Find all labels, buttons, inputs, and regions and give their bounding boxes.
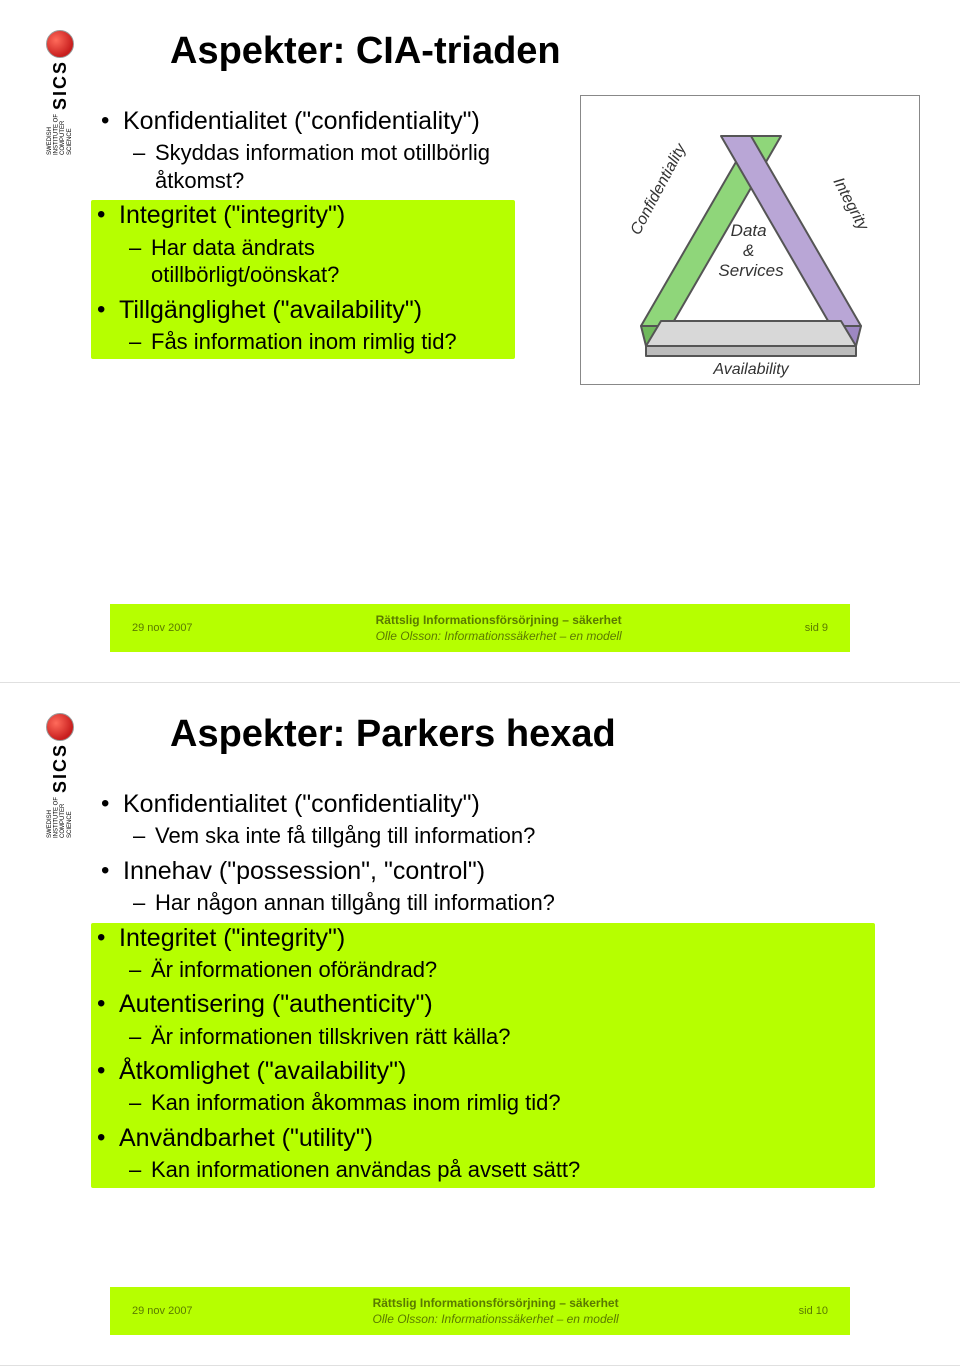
bullet-level-2: Har data ändrats otillbörligt/oönskat? bbox=[91, 234, 509, 289]
cia-triad-diagram: Confidentiality Integrity Availability D… bbox=[580, 95, 920, 385]
slide-title: Aspekter: Parkers hexad bbox=[170, 713, 616, 756]
sics-logo: SICS SWEDISH INSTITUTE OF COMPUTER SCIEN… bbox=[40, 30, 80, 160]
diagram-label-availability: Availability bbox=[712, 361, 789, 378]
footer-page: sid 10 bbox=[799, 1305, 828, 1317]
bullet-level-1: Integritet ("integrity") bbox=[91, 923, 869, 954]
bullet-level-2: Kan informationen användas på avsett sät… bbox=[91, 1156, 869, 1184]
bullet-level-1: Innehav ("possession", "control") bbox=[95, 856, 875, 887]
bullet-level-2: Är informationen oförändrad? bbox=[91, 956, 869, 984]
slide-title: Aspekter: CIA-triaden bbox=[170, 30, 561, 73]
footer-date: 29 nov 2007 bbox=[132, 622, 193, 634]
sics-logo-subtitle: SWEDISH INSTITUTE OF COMPUTER SCIENCE bbox=[47, 114, 73, 155]
slide-cia-triad: SICS SWEDISH INSTITUTE OF COMPUTER SCIEN… bbox=[0, 0, 960, 683]
footer-bar: 29 nov 2007 Rättslig Informationsförsörj… bbox=[110, 1287, 850, 1335]
bullet-level-2: Är informationen tillskriven rätt källa? bbox=[91, 1023, 869, 1051]
bullet-list: Konfidentialitet ("confidentiality")Vem … bbox=[95, 783, 875, 1188]
bullet-level-2: Vem ska inte få tillgång till informatio… bbox=[95, 822, 875, 850]
bullet-level-1: Konfidentialitet ("confidentiality") bbox=[95, 789, 875, 820]
bullet-list: Konfidentialitet ("confidentiality")Skyd… bbox=[95, 100, 515, 359]
highlight-block: Integritet ("integrity")Har data ändrats… bbox=[91, 200, 515, 359]
bullet-level-1: Tillgänglighet ("availability") bbox=[91, 295, 509, 326]
bullet-level-2: Har någon annan tillgång till informatio… bbox=[95, 889, 875, 917]
diagram-label-integrity: Integrity bbox=[829, 175, 871, 234]
bullet-level-2: Fås information inom rimlig tid? bbox=[91, 328, 509, 356]
slide-parkers-hexad: SICS SWEDISH INSTITUTE OF COMPUTER SCIEN… bbox=[0, 683, 960, 1366]
footer-center: Rättslig Informationsförsörjning – säker… bbox=[373, 1295, 619, 1327]
bullet-level-1: Användbarhet ("utility") bbox=[91, 1123, 869, 1154]
footer-bar: 29 nov 2007 Rättslig Informationsförsörj… bbox=[110, 604, 850, 652]
footer-line2: Olle Olsson: Informationssäkerhet – en m… bbox=[376, 628, 622, 644]
bullet-level-1: Integritet ("integrity") bbox=[91, 200, 509, 231]
sics-logo-subtitle: SWEDISH INSTITUTE OF COMPUTER SCIENCE bbox=[47, 797, 73, 838]
sics-logo-circle bbox=[46, 713, 74, 741]
footer-date: 29 nov 2007 bbox=[132, 1305, 193, 1317]
bullet-level-2: Kan information åkommas inom rimlig tid? bbox=[91, 1089, 869, 1117]
footer-line2: Olle Olsson: Informationssäkerhet – en m… bbox=[373, 1311, 619, 1327]
bullet-level-1: Åtkomlighet ("availability") bbox=[91, 1056, 869, 1087]
bullet-level-2: Skyddas information mot otillbörlig åtko… bbox=[95, 139, 515, 194]
bullet-level-1: Konfidentialitet ("confidentiality") bbox=[95, 106, 515, 137]
footer-page: sid 9 bbox=[805, 622, 828, 634]
sics-logo-text: SICS bbox=[50, 60, 71, 110]
sics-logo: SICS SWEDISH INSTITUTE OF COMPUTER SCIEN… bbox=[40, 713, 80, 843]
sics-logo-circle bbox=[46, 30, 74, 58]
footer-line1: Rättslig Informationsförsörjning – säker… bbox=[373, 1295, 619, 1311]
diagram-label-confidentiality: Confidentiality bbox=[628, 140, 691, 238]
sics-logo-text: SICS bbox=[50, 743, 71, 793]
highlight-block: Integritet ("integrity")Är informationen… bbox=[91, 923, 875, 1188]
footer-center: Rättslig Informationsförsörjning – säker… bbox=[376, 612, 622, 644]
bullet-level-1: Autentisering ("authenticity") bbox=[91, 989, 869, 1020]
footer-line1: Rättslig Informationsförsörjning – säker… bbox=[376, 612, 622, 628]
